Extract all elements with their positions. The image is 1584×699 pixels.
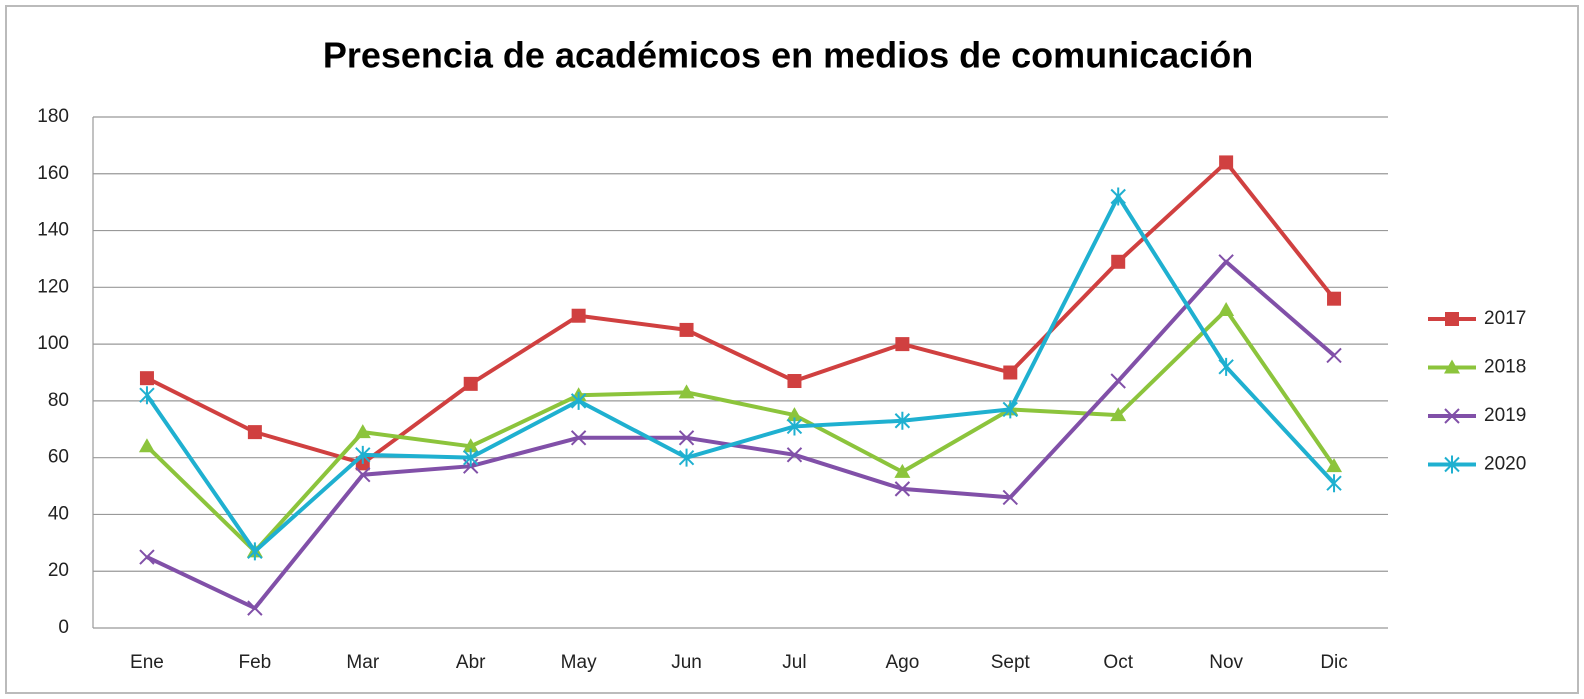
marker [895,337,910,352]
marker [1444,359,1460,374]
marker [138,438,155,453]
marker [1219,155,1234,170]
y-tick-label: 100 [37,333,69,354]
marker [355,445,371,464]
marker [787,374,802,389]
marker [1326,474,1342,493]
x-tick-label: Mar [346,652,379,673]
marker [1110,373,1126,389]
y-tick-label: 0 [58,617,69,638]
marker [894,481,911,497]
marker [139,549,155,565]
x-tick-label: Sept [991,652,1031,673]
marker [1445,312,1459,326]
marker [355,466,371,483]
x-tick-label: Dic [1320,652,1347,673]
y-tick-label: 160 [37,163,69,184]
y-tick-label: 80 [48,390,69,411]
y-tick-label: 120 [37,276,69,297]
x-tick-label: May [561,652,597,673]
marker [1110,187,1126,206]
marker [1218,302,1235,317]
marker [1444,408,1460,424]
marker [786,417,803,436]
y-tick-label: 180 [37,106,69,127]
marker [463,448,479,467]
legend-label: 2018 [1484,357,1526,378]
chart-frame [5,5,1579,694]
marker [678,384,695,399]
series-line [146,160,1336,466]
x-tick-label: Ago [885,652,919,673]
marker [247,425,262,440]
marker [1218,254,1234,270]
marker [894,463,911,478]
x-tick-label: Jul [782,652,806,673]
marker [1326,347,1342,364]
x-tick-label: Nov [1209,652,1243,673]
marker [1326,458,1343,473]
marker [1002,400,1018,419]
series-line [146,259,1336,611]
chart-title: Presencia de académicos en medios de com… [323,35,1253,76]
x-tick-label: Jun [671,652,702,673]
marker [1110,407,1127,422]
series-line [145,194,1336,554]
x-tick-label: Abr [456,652,486,673]
marker [1327,291,1342,306]
marker [139,386,155,405]
legend-label: 2017 [1484,308,1526,329]
marker [1003,365,1018,380]
y-tick-label: 60 [48,447,69,468]
marker [139,371,154,386]
marker [571,308,586,323]
series-line [145,308,1336,554]
marker [1111,254,1126,269]
marker [1444,455,1460,474]
legend-label: 2020 [1484,454,1526,475]
y-tick-label: 20 [48,560,69,581]
marker [678,430,695,446]
marker [462,438,479,453]
marker [247,542,263,561]
marker [247,600,263,616]
y-tick-label: 40 [48,503,69,524]
marker [786,447,803,463]
x-tick-label: Oct [1103,652,1133,673]
marker [678,448,695,467]
x-tick-label: Feb [239,652,272,673]
marker [786,407,803,422]
marker [679,322,694,337]
marker [354,424,371,439]
marker [1218,357,1234,376]
marker [570,391,587,410]
marker [894,411,911,430]
y-tick-label: 140 [37,220,69,241]
legend-label: 2019 [1484,405,1526,426]
marker [463,376,478,391]
marker [570,430,587,446]
marker [1002,489,1018,506]
x-tick-label: Ene [130,652,164,673]
